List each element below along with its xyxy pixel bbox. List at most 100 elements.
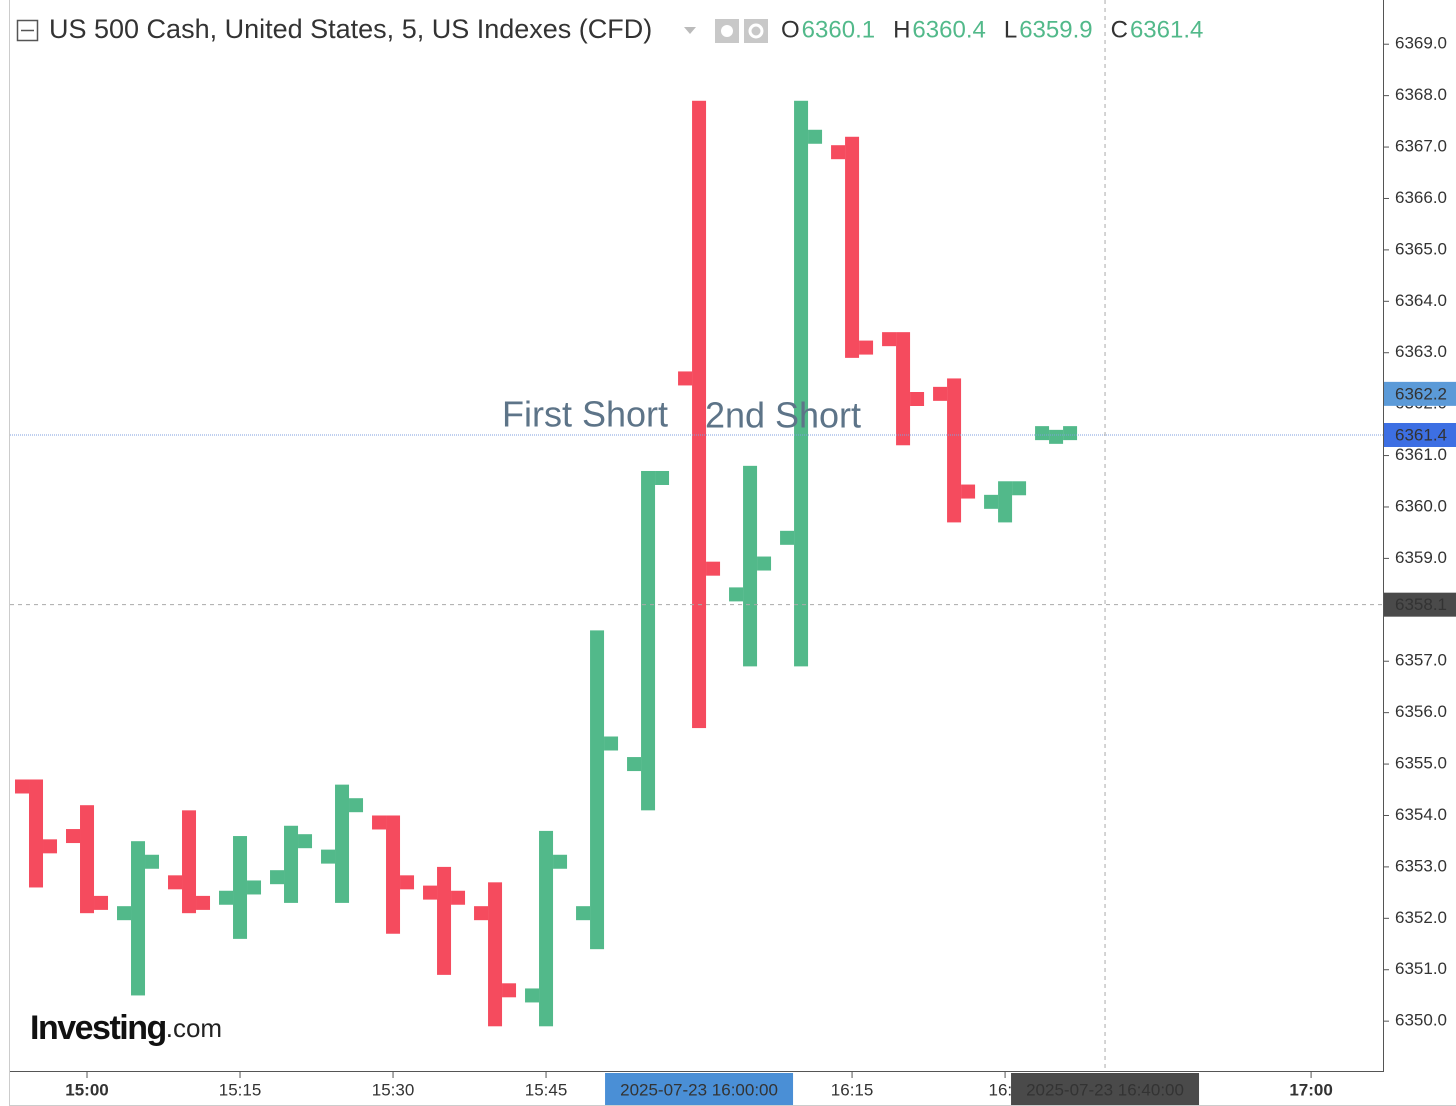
bar-open <box>168 875 183 890</box>
bar-open <box>780 530 795 545</box>
x-tick-label: 15:00 <box>65 1080 108 1099</box>
y-tick-label: 6354.0 <box>1395 805 1447 824</box>
legend-value: 6360.4 <box>912 16 985 43</box>
y-tick-label: 6368.0 <box>1395 85 1447 104</box>
y-tick-label: 6353.0 <box>1395 856 1447 875</box>
ohlc-legend: O 6360.1 H 6360.4 L 6359.9 C 6361.4 <box>781 16 1203 43</box>
bar-range <box>896 332 911 446</box>
bar-close <box>247 880 262 895</box>
legend-key: H <box>893 16 910 43</box>
settings-icon[interactable] <box>744 19 768 43</box>
crosshair-time-label-box <box>1011 1073 1200 1105</box>
bar-close <box>298 834 313 849</box>
x-tick-label: 17:00 <box>1289 1080 1332 1099</box>
bar-open <box>678 371 693 386</box>
price-label-box <box>1384 592 1456 617</box>
y-tick-label: 6364.0 <box>1395 291 1447 310</box>
bar-open <box>933 386 948 401</box>
settings-icon-gear <box>748 23 764 39</box>
x-tick-label: 15:30 <box>372 1080 415 1099</box>
y-tick-label: 6361.0 <box>1395 445 1447 464</box>
highlighted-time-label: 2025-07-23 16:00:00 <box>620 1080 778 1099</box>
bar-range <box>998 481 1013 523</box>
bar-range <box>488 882 503 1027</box>
bar-close <box>757 556 772 571</box>
bar-range <box>1049 429 1064 444</box>
price-label: 6362.2 <box>1395 384 1447 403</box>
bar-range <box>80 805 95 914</box>
price-label: 6361.4 <box>1395 425 1447 444</box>
price-label-box <box>1384 422 1456 447</box>
bar-close <box>910 392 925 407</box>
legend-key: O <box>781 16 800 43</box>
bar-close <box>349 798 364 813</box>
bar-range <box>590 630 605 950</box>
bar-range <box>233 836 248 939</box>
y-tick-label: 6365.0 <box>1395 239 1447 258</box>
bar-open <box>270 870 285 885</box>
y-tick-label: 6355.0 <box>1395 754 1447 773</box>
bar-close <box>145 854 160 869</box>
bar-close <box>604 736 619 751</box>
legend-value: 6361.4 <box>1130 16 1203 43</box>
price-label-box <box>1384 381 1456 406</box>
y-tick-label: 6359.0 <box>1395 548 1447 567</box>
bar-close <box>553 854 568 869</box>
annotation: First Short <box>502 394 668 435</box>
bar-close <box>961 484 976 499</box>
highlighted-time-label-box <box>605 1073 794 1105</box>
bar-close <box>451 890 466 905</box>
collapse-icon[interactable] <box>16 19 39 42</box>
bar-close <box>808 129 823 144</box>
marks <box>15 100 1078 1027</box>
logo-brand: Investing <box>30 1009 166 1047</box>
bar-open <box>525 988 540 1003</box>
bar-range <box>947 378 962 523</box>
legend-key: C <box>1111 16 1128 43</box>
x-tick-label: 15:15 <box>219 1080 262 1099</box>
bar-range <box>692 100 707 729</box>
chart-title: US 500 Cash, United States, 5, US Indexe… <box>49 14 652 44</box>
x-tick-label: 15:45 <box>525 1080 568 1099</box>
bar-range <box>182 810 197 914</box>
bar-range <box>437 866 452 975</box>
logo: Investing.com <box>30 1009 222 1047</box>
y-tick-label: 6360.0 <box>1395 496 1447 515</box>
bar-range <box>743 465 758 667</box>
bar-open <box>627 757 642 772</box>
bar-range <box>641 470 656 811</box>
y-tick-label: 6356.0 <box>1395 702 1447 721</box>
x-tick-label: 16:15 <box>831 1080 874 1099</box>
bar-open <box>117 906 132 921</box>
bar-range <box>284 825 299 903</box>
y-tick-label: 6352.0 <box>1395 908 1447 927</box>
bar-open <box>423 885 438 900</box>
y-tick-label: 6363.0 <box>1395 342 1447 361</box>
y-tick-label: 6367.0 <box>1395 137 1447 156</box>
bar-open <box>984 494 999 509</box>
crosshair-time-label: 2025-07-23 16:40:00 <box>1026 1080 1184 1099</box>
eye-icon-pupil <box>721 25 733 37</box>
dropdown-arrow[interactable] <box>684 27 696 34</box>
y-tick-label: 6369.0 <box>1395 34 1447 53</box>
bar-range <box>386 815 401 934</box>
y-tick-label: 6357.0 <box>1395 651 1447 670</box>
bar-open <box>372 815 387 830</box>
bar-open <box>474 906 489 921</box>
bar-open <box>576 906 591 921</box>
y-tick-label: 6351.0 <box>1395 959 1447 978</box>
bar-open <box>882 332 897 347</box>
bar-close <box>400 875 415 890</box>
bar-range <box>539 830 554 1027</box>
bar-range <box>335 784 350 903</box>
logo-suffix: .com <box>166 1013 222 1043</box>
bar-open <box>831 145 846 160</box>
annotation: 2nd Short <box>705 395 861 436</box>
bar-range <box>131 841 146 996</box>
bar-open <box>1035 426 1050 441</box>
bar-range <box>794 100 809 667</box>
bar-close <box>859 340 874 355</box>
legend-value: 6360.1 <box>802 16 875 43</box>
